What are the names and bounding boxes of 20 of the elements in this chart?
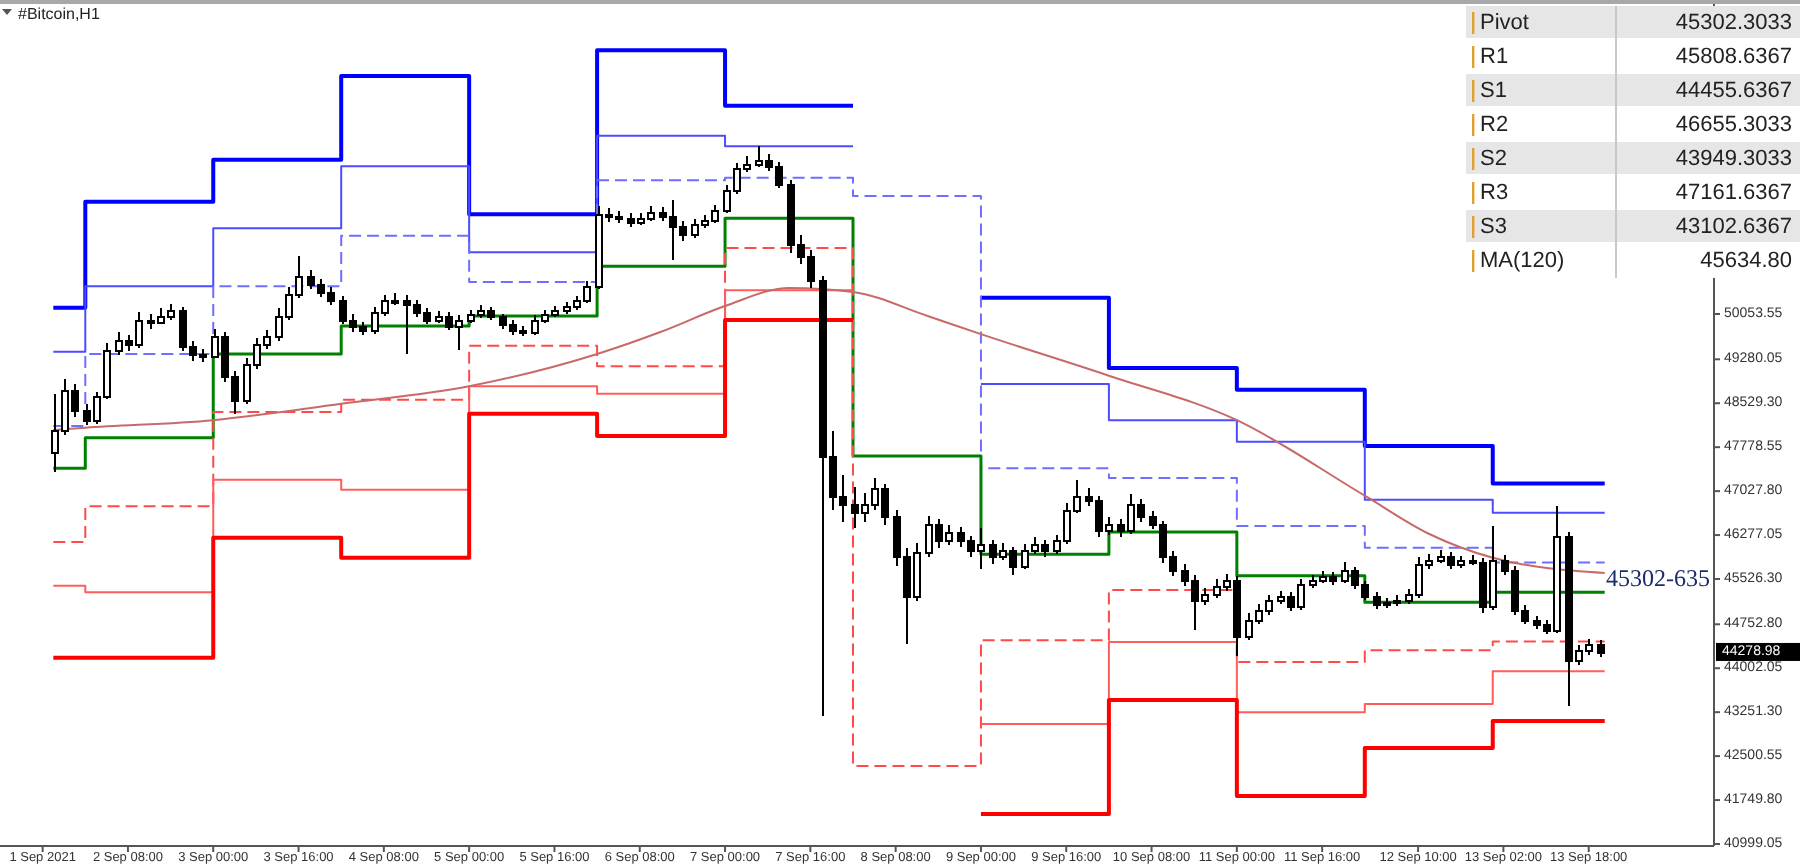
- candlestick: [1597, 639, 1605, 658]
- annotation: S1: [1480, 79, 1507, 103]
- annotation: R3: [1480, 181, 1509, 205]
- annotation: S3: [1480, 215, 1507, 239]
- annotation: R1: [1480, 45, 1509, 69]
- annotation: 46655.3033: [1675, 113, 1792, 137]
- annotation: MA(120): [1480, 249, 1565, 273]
- annotation: 45302.3033: [1675, 11, 1792, 35]
- annotation: 45808.6367: [1675, 45, 1792, 69]
- annotation: R2: [1480, 113, 1509, 137]
- annotation: Pivot: [1480, 11, 1529, 35]
- annotation: 43102.6367: [1675, 215, 1792, 239]
- annotation: 47161.6367: [1675, 181, 1792, 205]
- annotation: 45634.80: [1700, 249, 1792, 273]
- annotation: S2: [1480, 147, 1507, 171]
- chart-title: #Bitcoin,H1: [18, 5, 101, 23]
- annotation: 44455.6367: [1675, 79, 1792, 103]
- line-series: [52, 286, 1606, 574]
- annotation: 45302-635: [1606, 564, 1710, 592]
- annotation: 43949.3033: [1675, 147, 1792, 171]
